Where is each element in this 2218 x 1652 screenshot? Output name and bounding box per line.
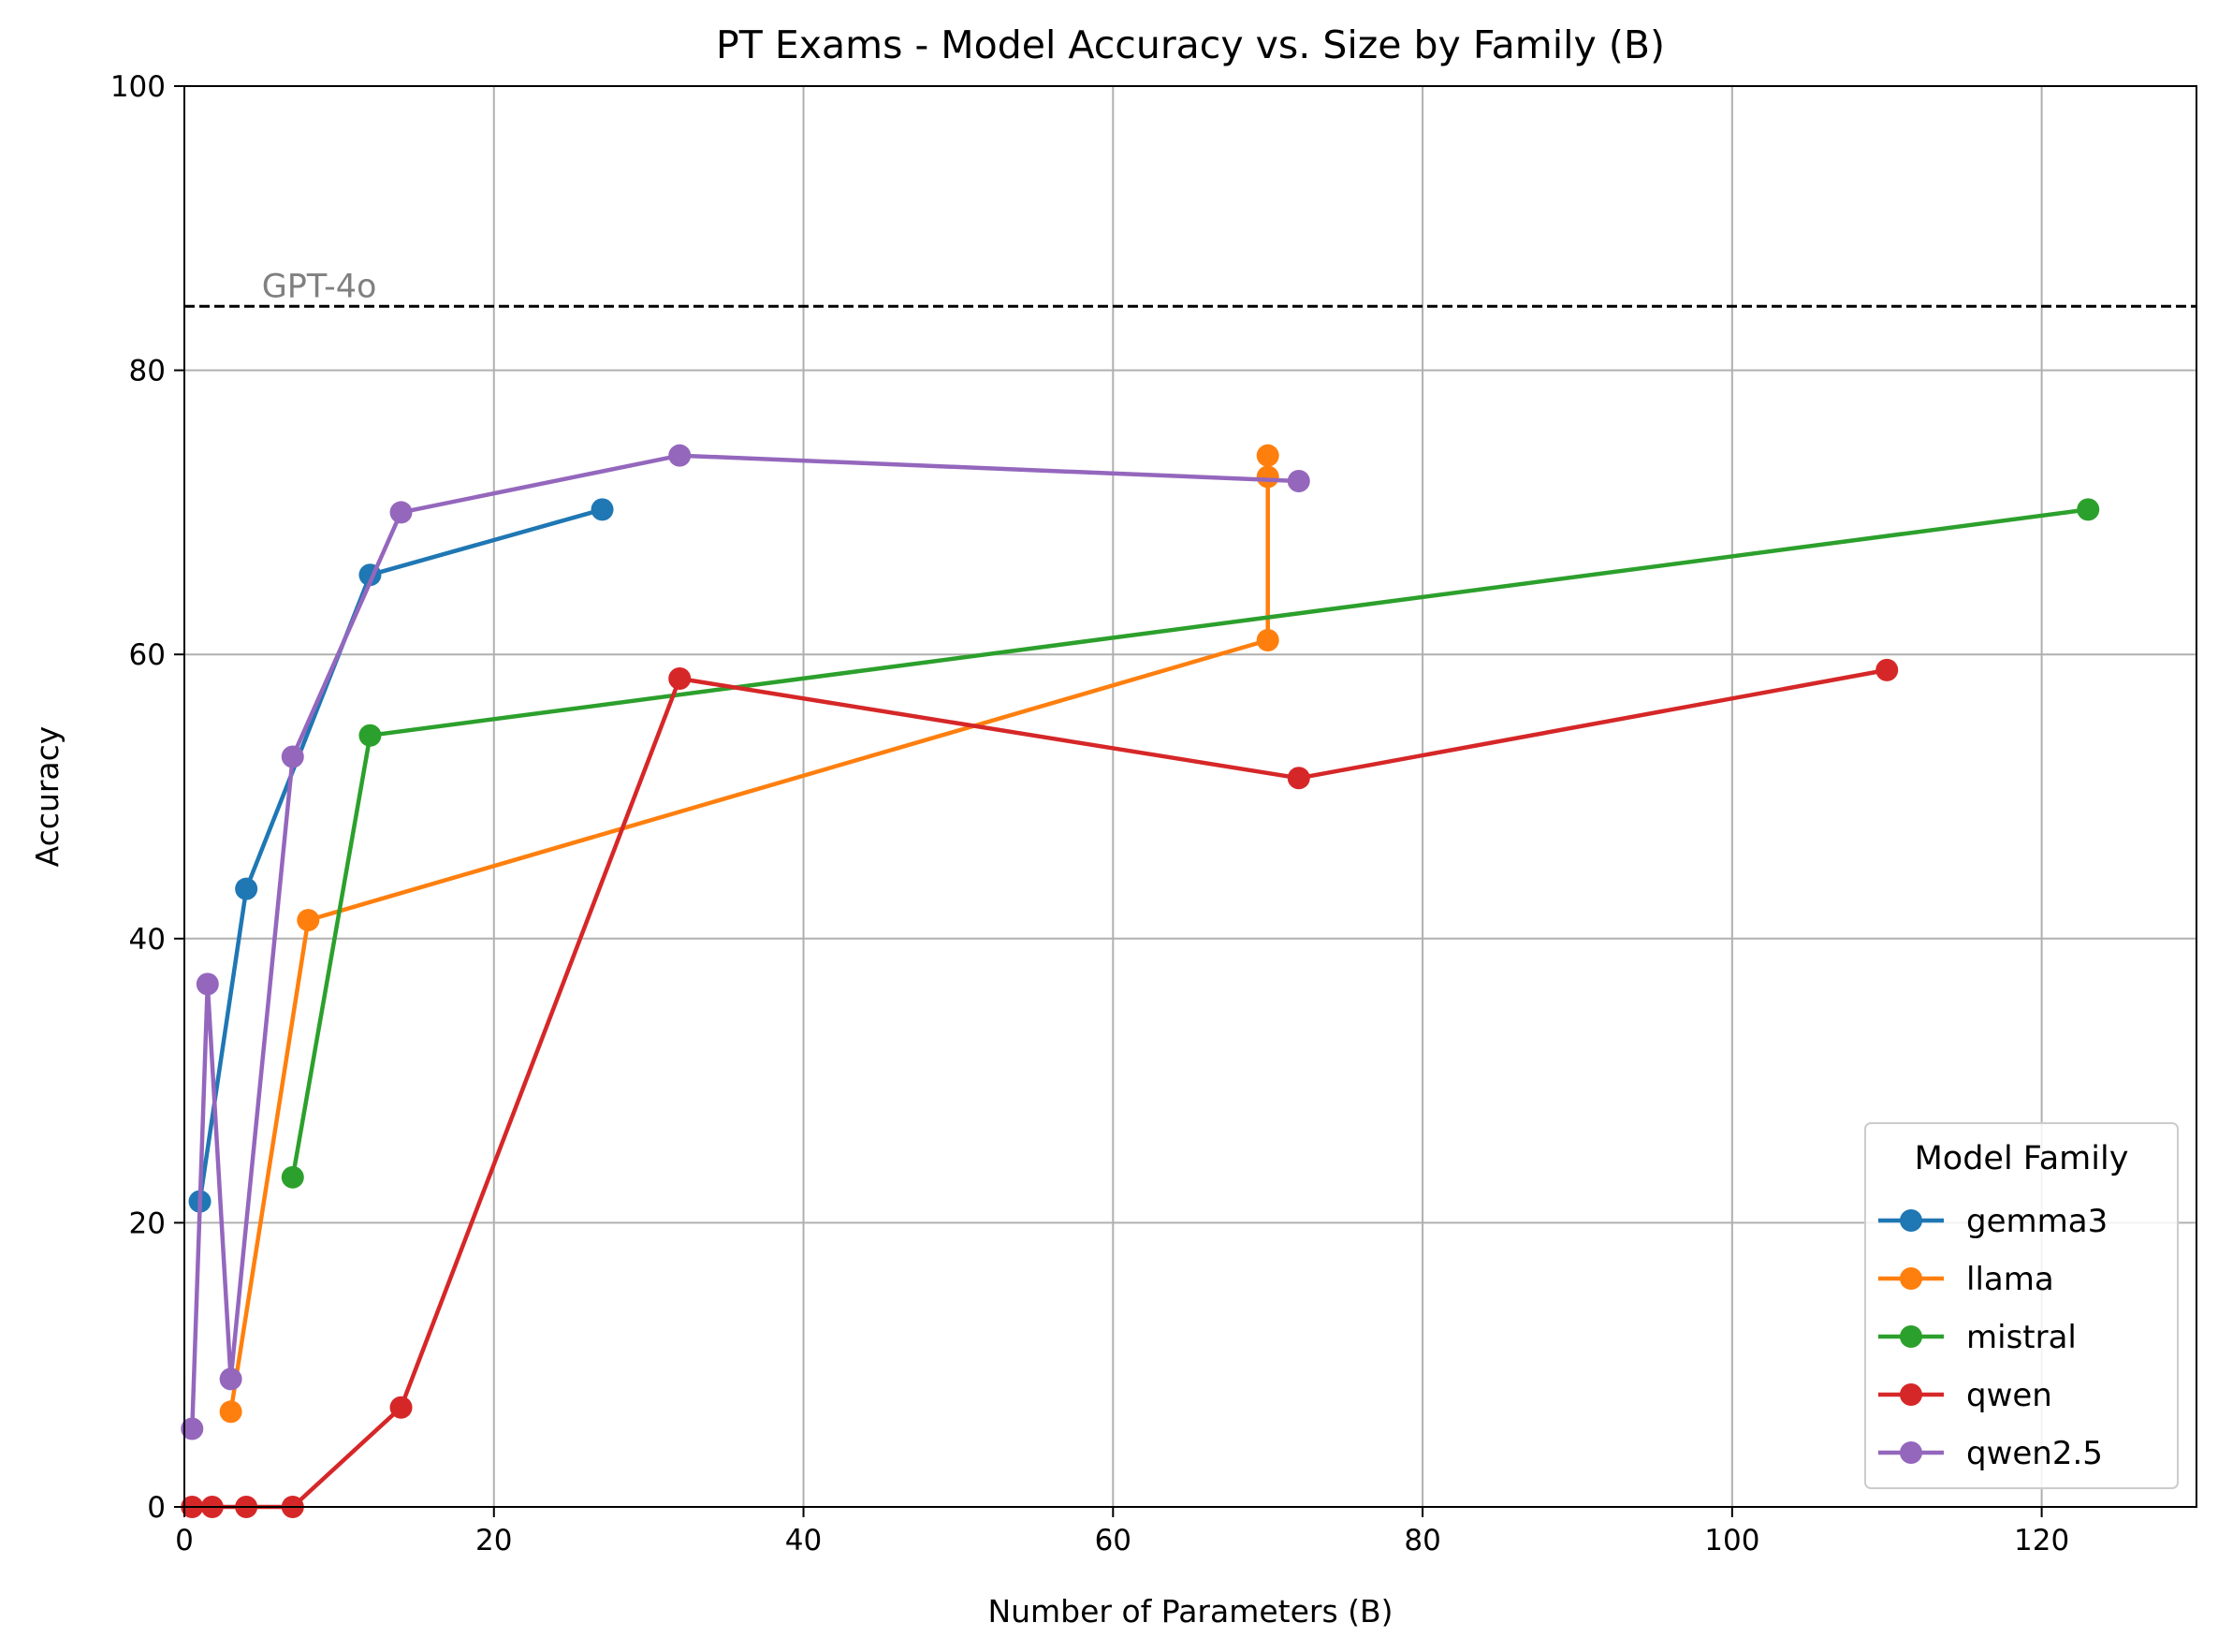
data-point-llama xyxy=(1256,444,1279,467)
data-point-qwen xyxy=(389,1396,413,1419)
legend-marker-llama xyxy=(1900,1267,1922,1290)
reference-line-label: GPT-4o xyxy=(262,268,377,305)
legend: Model Family gemma3 llama mistral qwen qwen2.… xyxy=(1864,1122,2179,1489)
data-point-mistral xyxy=(358,724,382,747)
data-point-qwen2.5 xyxy=(181,1417,204,1440)
legend-title: Model Family xyxy=(1915,1140,2129,1177)
legend-label-gemma3: gemma3 xyxy=(1966,1203,2108,1240)
x-tick-label: 60 xyxy=(1095,1524,1131,1557)
chart-title: PT Exams - Model Accuracy vs. Size by Fa… xyxy=(716,22,1665,67)
data-point-qwen2.5 xyxy=(281,745,304,768)
series-line-gemma3 xyxy=(197,507,604,1202)
legend-label-qwen: qwen xyxy=(1966,1377,2052,1414)
y-tick-label: 60 xyxy=(129,638,166,672)
data-point-llama xyxy=(297,909,320,932)
data-point-qwen xyxy=(668,667,692,691)
x-tick-label: 0 xyxy=(175,1524,194,1557)
y-tick-label: 40 xyxy=(129,923,166,957)
legend-marker-qwen2.5 xyxy=(1900,1441,1922,1464)
legend-label-llama: llama xyxy=(1966,1261,2054,1298)
data-point-qwen2.5 xyxy=(389,501,413,524)
data-point-qwen2.5 xyxy=(219,1367,242,1391)
legend-label-qwen2.5: qwen2.5 xyxy=(1966,1435,2103,1472)
axis-ticks: 0 20 40 60 80 100 120 0 20 40 60 80 100 xyxy=(110,70,2069,1557)
x-tick-label: 40 xyxy=(785,1524,822,1557)
data-point-llama xyxy=(219,1400,242,1424)
data-point-qwen2.5 xyxy=(668,444,692,467)
data-point-qwen xyxy=(1875,658,1899,681)
y-axis-title: Accuracy xyxy=(29,726,66,868)
y-tick-label: 100 xyxy=(110,70,166,104)
data-point-qwen2.5 xyxy=(1287,470,1310,493)
x-tick-label: 120 xyxy=(2014,1524,2069,1557)
series-qwen2.5 xyxy=(181,444,1310,1440)
data-point-mistral xyxy=(281,1165,304,1189)
y-tick-label: 80 xyxy=(129,355,166,388)
x-tick-label: 80 xyxy=(1404,1524,1440,1557)
x-tick-label: 20 xyxy=(475,1524,512,1557)
legend-marker-qwen xyxy=(1900,1383,1922,1406)
legend-marker-gemma3 xyxy=(1900,1209,1922,1232)
legend-box xyxy=(1864,1122,2179,1489)
x-axis-title: Number of Parameters (B) xyxy=(987,1593,1393,1630)
y-tick-label: 20 xyxy=(129,1206,166,1240)
series-llama xyxy=(219,444,1279,1424)
series-layer xyxy=(181,444,2100,1518)
plot-frame xyxy=(183,85,2197,1508)
x-tick-label: 100 xyxy=(1704,1524,1759,1557)
data-point-gemma3 xyxy=(235,877,258,900)
legend-label-mistral: mistral xyxy=(1966,1319,2077,1356)
data-point-qwen2.5 xyxy=(196,972,219,996)
data-point-llama xyxy=(1256,465,1279,489)
series-mistral xyxy=(281,498,2100,1189)
data-point-gemma3 xyxy=(591,498,614,521)
data-point-llama xyxy=(1256,629,1279,652)
y-tick-label: 0 xyxy=(147,1491,166,1525)
legend-marker-mistral xyxy=(1900,1325,1922,1348)
data-point-mistral xyxy=(2077,498,2100,521)
data-point-qwen xyxy=(1287,767,1310,790)
